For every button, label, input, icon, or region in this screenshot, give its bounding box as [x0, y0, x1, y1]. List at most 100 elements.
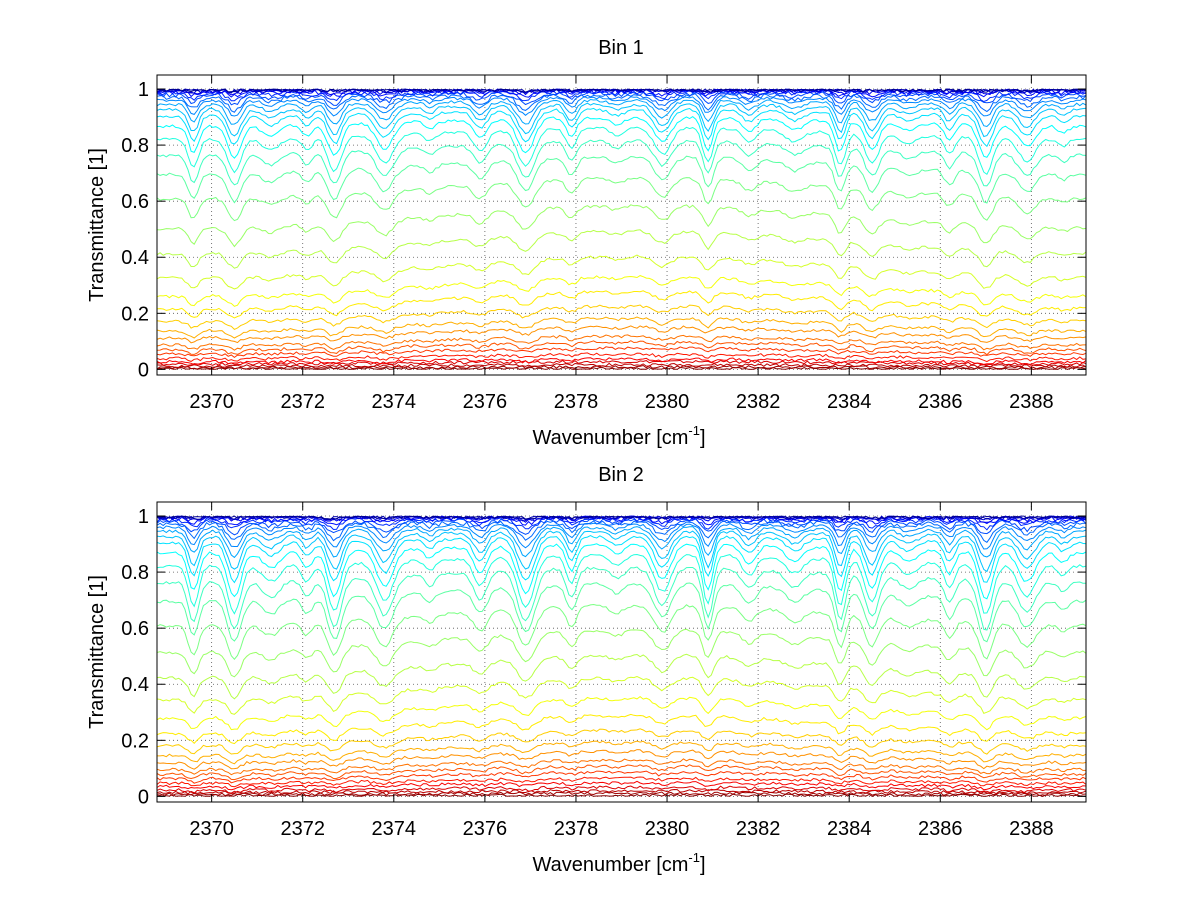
- spectrum-curve: [156, 675, 1087, 715]
- spectrum-curve: [156, 515, 1087, 520]
- x-tick-label: 2374: [372, 391, 417, 413]
- axis-ticks: 2370 2372 2374 2376 2378 2380 2382 2384 2386 2388…: [121, 75, 1086, 413]
- x-axis-label-end: ]: [700, 854, 706, 876]
- x-axis-label-main: Wavenumber [cm: [532, 427, 688, 449]
- x-tick-label: 2380: [645, 818, 690, 840]
- y-tick-label: 0.8: [121, 135, 149, 157]
- y-tick-label: 0.8: [121, 562, 149, 584]
- spectra-curves: [156, 515, 1087, 797]
- spectrum-curve: [156, 695, 1087, 731]
- spectrum-curve: [156, 92, 1087, 113]
- spectrum-curve: [156, 764, 1087, 781]
- spectrum-curve: [156, 275, 1087, 307]
- chart-title: Bin 2: [598, 464, 644, 486]
- y-tick-label: 0.2: [121, 303, 149, 325]
- spectrum-curve: [156, 126, 1087, 176]
- x-tick-label: 2382: [736, 818, 781, 840]
- spectrum-curve: [156, 520, 1087, 543]
- x-tick-label: 2386: [918, 391, 963, 413]
- axis-ticks: 2370 2372 2374 2376 2378 2380 2382 2384 2386 2388…: [121, 502, 1086, 840]
- spectrum-curve: [156, 139, 1087, 187]
- x-tick-label: 2376: [463, 391, 508, 413]
- spectrum-curve: [156, 770, 1087, 784]
- y-tick-label: 1: [138, 506, 149, 528]
- spectrum-curve: [156, 304, 1087, 330]
- spectrum-curve: [156, 543, 1087, 600]
- spectra-curves: [156, 88, 1087, 370]
- chart-title: Bin 1: [598, 37, 644, 59]
- x-tick-label: 2386: [918, 818, 963, 840]
- spectrum-curve: [156, 155, 1087, 204]
- y-tick-label: 1: [138, 79, 149, 101]
- spectrum-curve: [156, 115, 1087, 159]
- y-axis-label: Transmittance [1]: [86, 148, 108, 302]
- x-tick-label: 2376: [463, 818, 508, 840]
- chart-bin-2: Bin 2 Transmittance [1] Wavenumber [cm-1…: [86, 464, 1087, 876]
- spectrum-curve: [156, 357, 1087, 366]
- spectrum-curve: [156, 522, 1087, 550]
- spectrum-curve: [156, 316, 1087, 339]
- spectrum-curve: [156, 340, 1087, 356]
- x-tick-label: 2378: [554, 391, 599, 413]
- plot-area-frame: [156, 501, 1087, 803]
- spectrum-curve: [156, 176, 1087, 222]
- spectrum-curve: [156, 728, 1087, 755]
- y-tick-label: 0.6: [121, 618, 149, 640]
- spectrum-curve: [156, 518, 1087, 536]
- spectrum-curve: [156, 88, 1087, 93]
- spectrum-curve: [156, 553, 1087, 615]
- spectrum-curve: [156, 96, 1087, 117]
- x-tick-label: 2378: [554, 818, 599, 840]
- y-tick-label: 0.2: [121, 730, 149, 752]
- x-axis-label-superscript: -1: [688, 423, 700, 438]
- x-tick-label: 2382: [736, 391, 781, 413]
- spectrum-curve: [156, 107, 1087, 148]
- spectrum-curve: [156, 204, 1087, 248]
- x-tick-label: 2372: [280, 391, 325, 413]
- spectrum-curve: [156, 780, 1087, 791]
- grid: [157, 75, 1086, 375]
- spectrum-curve: [156, 229, 1087, 269]
- spectrum-curve: [156, 352, 1087, 363]
- x-tick-label: 2388: [1009, 818, 1054, 840]
- x-tick-label: 2384: [827, 391, 872, 413]
- spectrum-curve: [156, 334, 1086, 351]
- y-tick-label: 0: [138, 359, 149, 381]
- x-tick-label: 2388: [1009, 391, 1054, 413]
- x-tick-label: 2370: [189, 818, 234, 840]
- y-tick-label: 0.6: [121, 191, 149, 213]
- spectrum-curve: [156, 713, 1087, 745]
- spectrum-curve: [156, 785, 1087, 794]
- plot-area-background: [157, 502, 1086, 802]
- spectrum-curve: [156, 749, 1087, 770]
- spectrum-curve: [156, 791, 1087, 797]
- x-axis-label-end: ]: [700, 427, 706, 449]
- spectrum-curve: [156, 366, 1087, 370]
- x-tick-label: 2370: [189, 391, 234, 413]
- x-axis-label-superscript: -1: [688, 850, 700, 865]
- x-tick-label: 2374: [372, 818, 417, 840]
- spectrum-curve: [156, 254, 1087, 290]
- x-axis-label: Wavenumber [cm-1]: [532, 850, 705, 876]
- y-tick-label: 0.4: [121, 674, 149, 696]
- y-axis-label: Transmittance [1]: [86, 575, 108, 729]
- spectrum-curve: [156, 793, 1087, 797]
- spectrum-curve: [156, 758, 1086, 776]
- spectrum-curve: [156, 628, 1087, 678]
- spectrum-curve: [156, 566, 1086, 631]
- chart-bin-1: Bin 1 Transmittance [1] Wavenumber [cm-1…: [86, 37, 1087, 449]
- spectrum-curve: [157, 526, 1087, 559]
- plot-area-background: [157, 75, 1086, 375]
- spectrum-curve: [156, 582, 1087, 643]
- spectrum-curve: [156, 102, 1087, 138]
- spectrum-curve: [156, 776, 1087, 788]
- spectrum-curve: [156, 603, 1087, 660]
- y-tick-label: 0: [138, 786, 149, 808]
- spectrum-curve: [157, 740, 1087, 765]
- spectrum-curve: [156, 530, 1087, 573]
- plot-area-frame: [156, 74, 1087, 376]
- spectrum-curve: [156, 290, 1087, 319]
- spectrum-curve: [156, 535, 1087, 584]
- x-tick-label: 2380: [645, 391, 690, 413]
